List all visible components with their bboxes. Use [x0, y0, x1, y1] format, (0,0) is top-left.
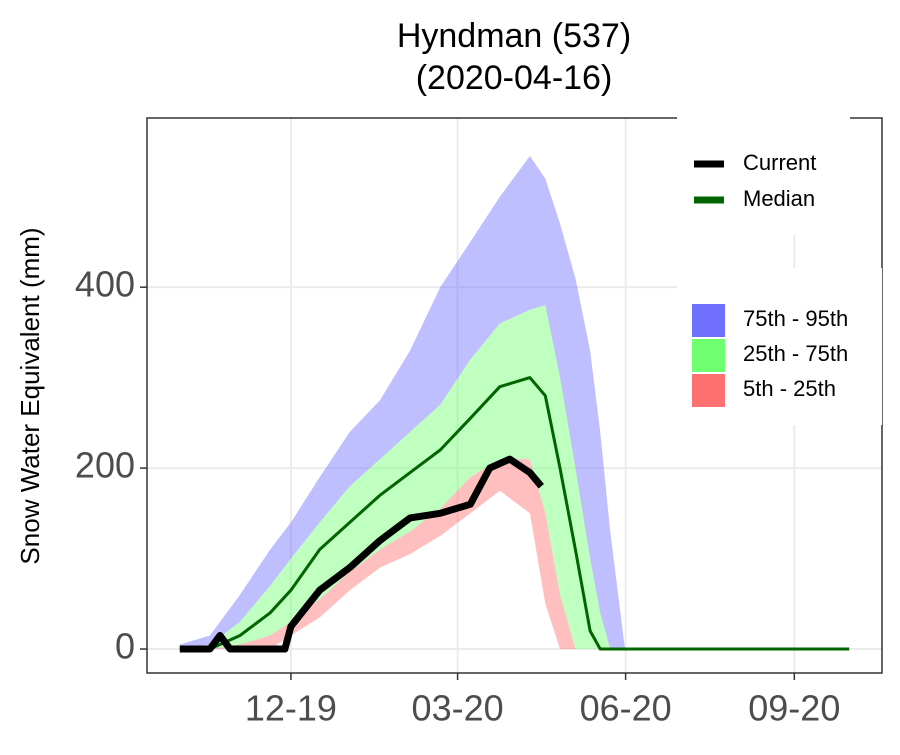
- legend-label: Median: [743, 186, 815, 211]
- legend-key: [692, 304, 725, 337]
- chart-subtitle: (2020-04-16): [416, 59, 613, 97]
- y-axis-label: Snow Water Equivalent (mm): [15, 227, 45, 564]
- band-area: [179, 305, 850, 649]
- band-area: [179, 459, 850, 649]
- legend-box: [677, 112, 850, 235]
- band-area: [179, 156, 850, 649]
- series-line: [179, 455, 544, 653]
- legend-label: 25th - 75th: [743, 341, 848, 366]
- x-tick-label: 09-20: [748, 688, 840, 729]
- y-tick-label: 0: [115, 626, 135, 667]
- legend-label: 75th - 95th: [743, 306, 848, 331]
- series-line: [179, 376, 850, 651]
- y-tick-label: 400: [75, 264, 135, 305]
- legend-label: 5th - 25th: [743, 376, 836, 401]
- legend-key: [692, 374, 725, 407]
- chart-title: Hyndman (537): [397, 17, 631, 55]
- x-tick-label: 06-20: [580, 688, 672, 729]
- y-tick-label: 200: [75, 445, 135, 486]
- x-tick-label: 03-20: [412, 688, 504, 729]
- x-tick-label: 12-19: [245, 688, 337, 729]
- legend-key: [692, 339, 725, 372]
- legend-label: Current: [743, 150, 816, 175]
